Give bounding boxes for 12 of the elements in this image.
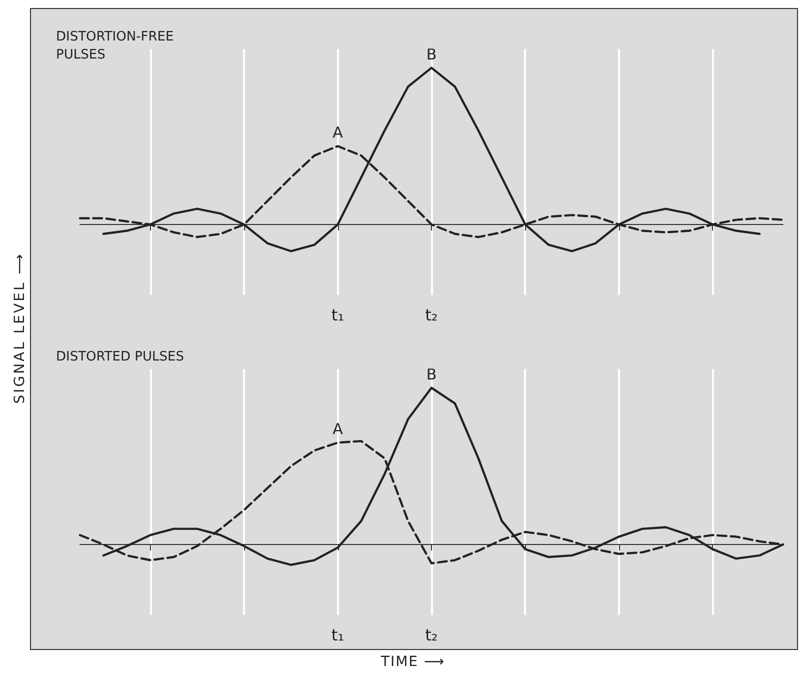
annotation: B bbox=[426, 45, 437, 64]
x-axis-title: TIME ⟶ bbox=[380, 654, 446, 670]
x-tick-label: t₂ bbox=[425, 626, 438, 644]
x-tick-label: t₁ bbox=[331, 626, 344, 644]
x-tick-label: t₁ bbox=[331, 306, 344, 324]
annotation: A bbox=[332, 124, 344, 142]
y-axis-title: SIGNAL LEVEL ⟶ bbox=[12, 252, 28, 404]
chart-title: DISTORTED PULSES bbox=[56, 350, 184, 364]
chart-title: DISTORTION-FREE PULSES bbox=[56, 30, 178, 62]
x-tick-label: t₂ bbox=[425, 306, 438, 324]
annotation: A bbox=[332, 420, 344, 438]
annotation: B bbox=[426, 365, 437, 384]
